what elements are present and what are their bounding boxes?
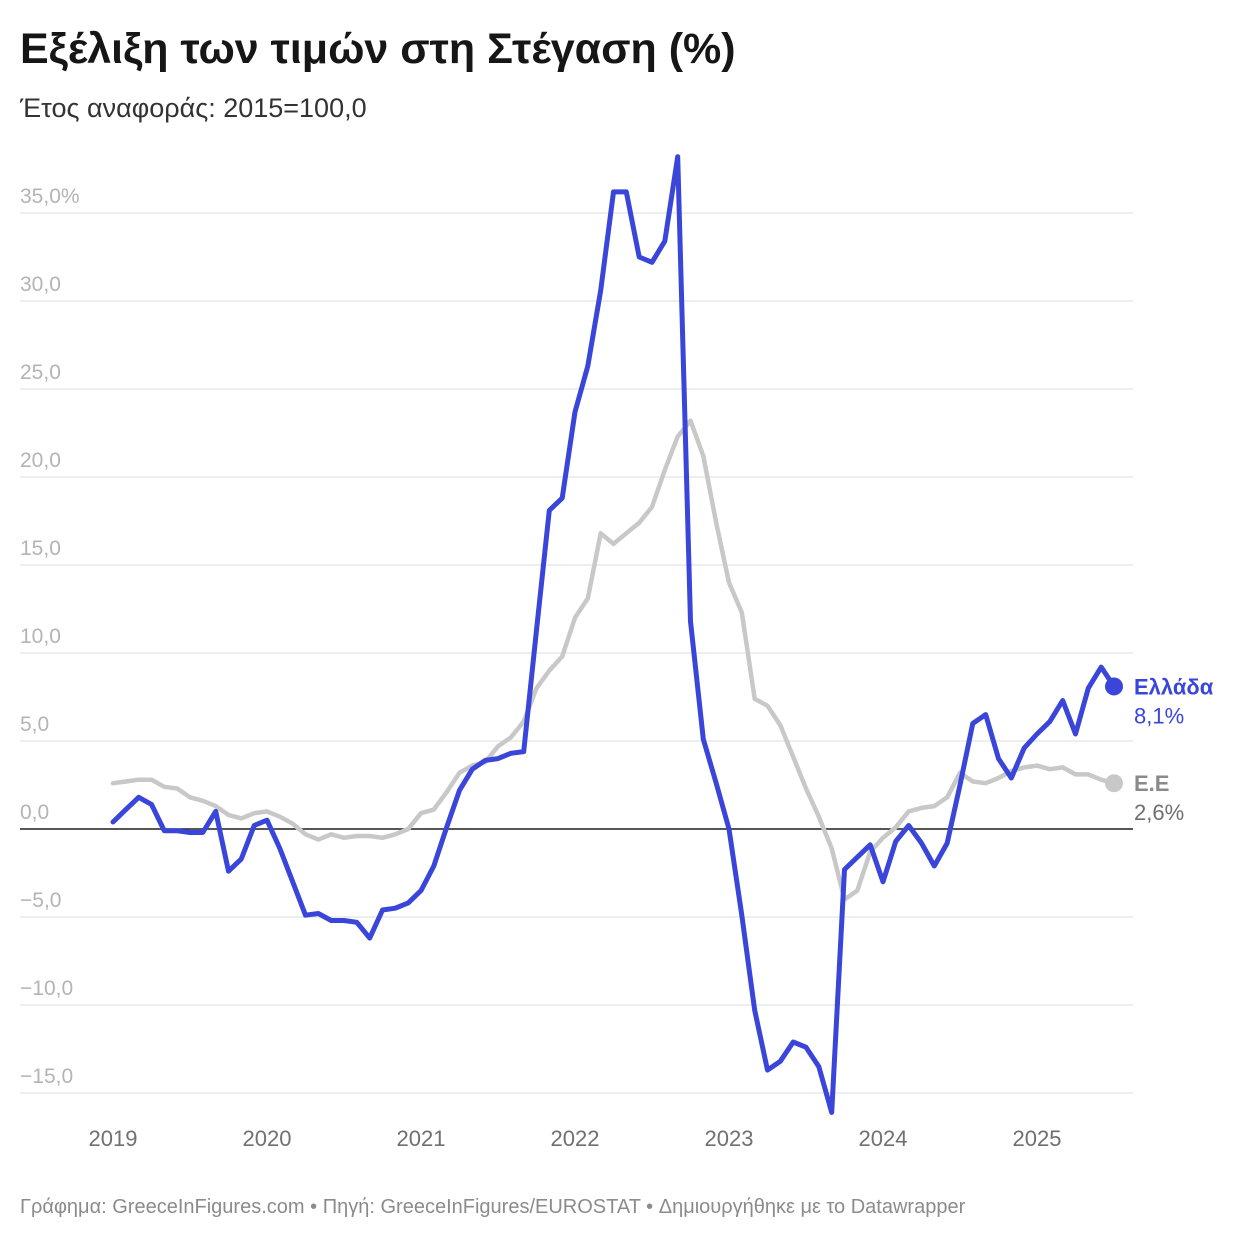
x-tick-label: 2019 (89, 1126, 138, 1151)
y-tick-label: 35,0% (20, 185, 80, 208)
series-end-value-greece: 8,1% (1134, 703, 1184, 728)
axis-labels: 35,0% 30,0 25,0 20,0 15,0 10,0 5,0 0,0 −5,0 −10,0… (20, 185, 1061, 1151)
x-tick-label: 2022 (551, 1126, 600, 1151)
series-name-label-eu: Ε.Ε (1134, 771, 1169, 796)
y-tick-label: −15,0 (20, 1065, 73, 1088)
line-end-labels: Ε.Ε 2,6% Ελλάδα 8,1% (1134, 674, 1214, 825)
chart-footer: Γράφημα: GreeceInFigures.com • Πηγή: Gre… (20, 1196, 965, 1218)
series-end-value-eu: 2,6% (1134, 800, 1184, 825)
y-tick-label: 15,0 (20, 537, 61, 560)
y-tick-label: −10,0 (20, 977, 73, 1000)
end-point-dot-eu (1105, 774, 1123, 793)
footer-separator: • (310, 1196, 318, 1218)
chart-subtitle: Έτος αναφοράς: 2015=100,0 (20, 93, 367, 123)
y-tick-label: −5,0 (20, 889, 61, 912)
end-point-dot-greece (1105, 677, 1123, 696)
made-with-datawrapper-link[interactable]: Δημιουργήθηκε με το Datawrapper (658, 1196, 966, 1218)
series-line-greece (110, 154, 1117, 1115)
footer-separator: • (646, 1196, 654, 1218)
x-tick-label: 2020 (243, 1126, 292, 1151)
y-tick-label: 10,0 (20, 625, 61, 648)
x-tick-label: 2021 (397, 1126, 446, 1151)
y-tick-label: 0,0 (20, 801, 49, 824)
footer-byline: Γράφημα: GreeceInFigures.com (20, 1196, 305, 1218)
x-tick-label: 2025 (1013, 1126, 1062, 1151)
y-tick-label: 20,0 (20, 449, 61, 472)
x-tick-label: 2024 (859, 1126, 908, 1151)
gridlines (20, 212, 1133, 1094)
y-tick-label: 5,0 (20, 713, 49, 736)
y-tick-label: 25,0 (20, 361, 61, 384)
series-lines (110, 154, 1123, 1115)
x-tick-label: 2023 (705, 1126, 754, 1151)
series-name-label-greece: Ελλάδα (1134, 674, 1214, 699)
series-line-eu (110, 418, 1117, 902)
y-tick-label: 30,0 (20, 273, 61, 296)
chart-title: Εξέλιξη των τιμών στη Στέγαση (%) (20, 25, 736, 73)
footer-source: Πηγή: GreeceInFigures/EUROSTAT (322, 1196, 641, 1218)
